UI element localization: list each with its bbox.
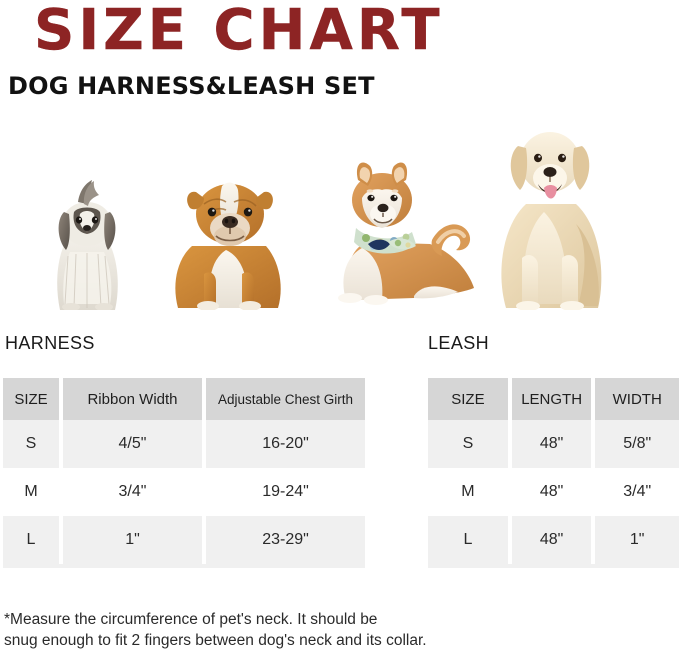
harness-cell-ribbon: 4/5" [63, 420, 206, 468]
leash-cell-size: S [428, 420, 512, 468]
harness-table-header-row: SIZE Ribbon Width Adjustable Chest Girth [3, 378, 365, 420]
leash-cell-length: 48" [511, 468, 596, 516]
harness-cell-ribbon: 1" [63, 516, 206, 564]
harness-table: SIZE Ribbon Width Adjustable Chest Girth… [3, 378, 365, 568]
leash-cell-size: M [428, 468, 512, 516]
leash-table: SIZE LENGTH WIDTH S 48" 5/8" M 48" 3/4" … [428, 378, 679, 568]
leash-cell-length: 48" [511, 420, 596, 468]
harness-cell-ribbon: 3/4" [63, 468, 206, 516]
footnote-line-1: *Measure the circumference of pet's neck… [4, 611, 378, 628]
dog-image-shiba-inu [318, 148, 484, 310]
harness-cell-size: M [3, 468, 63, 516]
page-subtitle: DOG HARNESS&LEASH SET [8, 72, 375, 100]
leash-table-bottom-edge [428, 564, 679, 568]
table-row: M 3/4" 19-24" [3, 468, 365, 516]
leash-cell-length: 48" [511, 516, 596, 564]
harness-section-label: HARNESS [5, 333, 95, 353]
table-row: M 48" 3/4" [428, 468, 679, 516]
harness-col-size: SIZE [3, 378, 63, 420]
harness-cell-girth: 16-20" [206, 420, 365, 468]
leash-col-width: WIDTH [595, 378, 679, 420]
dog-image-golden-retriever [488, 108, 612, 310]
dog-image-bulldog [170, 162, 288, 310]
leash-table-header-row: SIZE LENGTH WIDTH [428, 378, 679, 420]
table-row: S 48" 5/8" [428, 420, 679, 468]
harness-cell-girth: 23-29" [206, 516, 365, 564]
harness-cell-size: S [3, 420, 63, 468]
page-title: SIZE CHART [34, 0, 444, 63]
table-row: L 1" 23-29" [3, 516, 365, 564]
leash-cell-width: 1" [595, 516, 679, 564]
dog-image-shih-tzu [44, 178, 130, 310]
harness-col-ribbon: Ribbon Width [63, 378, 206, 420]
harness-table-bottom-edge [3, 564, 365, 568]
leash-section-label: LEASH [428, 333, 490, 353]
leash-cell-width: 5/8" [595, 420, 679, 468]
measurement-footnote: *Measure the circumference of pet's neck… [4, 609, 624, 651]
leash-cell-size: L [428, 516, 512, 564]
harness-cell-size: L [3, 516, 63, 564]
footnote-line-2: snug enough to fit 2 fingers between dog… [4, 632, 427, 649]
harness-col-girth: Adjustable Chest Girth [206, 378, 365, 420]
leash-col-size: SIZE [428, 378, 512, 420]
leash-cell-width: 3/4" [595, 468, 679, 516]
leash-col-length: LENGTH [511, 378, 596, 420]
table-row: S 4/5" 16-20" [3, 420, 365, 468]
harness-cell-girth: 19-24" [206, 468, 365, 516]
dog-photo-strip [0, 100, 679, 310]
table-row: L 48" 1" [428, 516, 679, 564]
